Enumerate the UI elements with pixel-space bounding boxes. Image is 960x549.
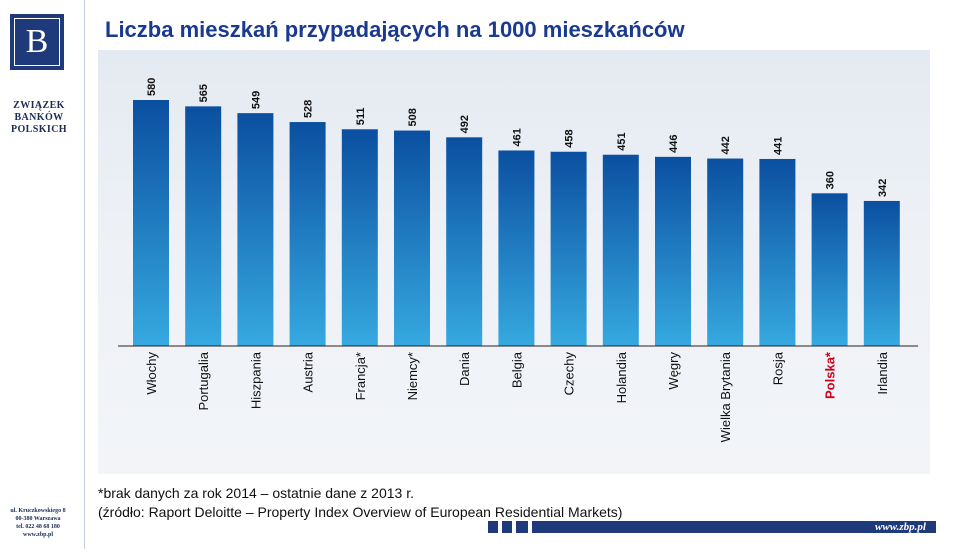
bar-10 bbox=[655, 156, 691, 346]
bar-5 bbox=[394, 130, 430, 346]
value-label-9: 451 bbox=[616, 132, 628, 150]
value-label-8: 458 bbox=[564, 129, 576, 147]
category-label-2: Hiszpania bbox=[248, 351, 263, 409]
category-label-13: Polska* bbox=[823, 351, 838, 399]
category-label-7: Belgia bbox=[509, 351, 524, 388]
category-label-11: Wielka Brytania bbox=[718, 351, 733, 442]
category-label-0: Włochy bbox=[144, 352, 159, 395]
sidebar: B ZWIĄZEK BANKÓW POLSKICH ul. Kruczkowsk… bbox=[0, 0, 80, 549]
bar-3 bbox=[289, 122, 326, 346]
footer-bar-segment bbox=[488, 521, 498, 533]
address-line-4: www.zbp.pl bbox=[22, 532, 53, 538]
value-label-6: 492 bbox=[459, 115, 471, 133]
zbp-logo: B bbox=[10, 14, 64, 70]
address-line-3: tel. 022 48 68 180 bbox=[16, 524, 60, 530]
value-label-5: 508 bbox=[407, 108, 419, 126]
address-line-2: 00-380 Warszawa bbox=[15, 516, 61, 522]
bar-4 bbox=[341, 129, 378, 346]
value-label-13: 360 bbox=[825, 171, 837, 189]
org-name-line-3: POLSKICH bbox=[11, 124, 67, 135]
org-name: ZWIĄZEK BANKÓW POLSKICH bbox=[6, 100, 72, 136]
category-label-9: Holandia bbox=[614, 351, 629, 403]
org-address: ul. Kruczkowskiego 8 00-380 Warszawa tel… bbox=[2, 507, 74, 539]
sidebar-divider bbox=[84, 0, 85, 549]
footnote-missing-data: *brak danych za rok 2014 – ostatnie dane… bbox=[98, 485, 414, 501]
footnotes: *brak danych za rok 2014 – ostatnie dane… bbox=[98, 484, 798, 522]
value-label-10: 446 bbox=[668, 134, 680, 152]
value-label-11: 442 bbox=[720, 136, 732, 154]
bar-14 bbox=[863, 200, 900, 346]
bar-9 bbox=[602, 154, 639, 346]
value-label-12: 441 bbox=[772, 137, 784, 155]
value-label-14: 342 bbox=[877, 179, 889, 197]
category-label-14: Irlandia bbox=[875, 351, 890, 394]
category-label-1: Portugalia bbox=[196, 351, 211, 410]
footer-bar-segment bbox=[502, 521, 512, 533]
bar-8 bbox=[550, 151, 587, 346]
value-label-4: 511 bbox=[355, 108, 367, 126]
footer-bar: www.zbp.pl bbox=[488, 521, 936, 533]
category-label-6: Dania bbox=[457, 351, 472, 386]
category-label-5: Niemcy* bbox=[405, 352, 420, 400]
footer-bar-segment bbox=[516, 521, 528, 533]
bar-0 bbox=[133, 100, 169, 346]
bar-2 bbox=[237, 113, 274, 346]
category-label-8: Czechy bbox=[562, 352, 577, 396]
slide-title: Liczba mieszkań przypadających na 1000 m… bbox=[105, 17, 685, 42]
value-label-7: 461 bbox=[511, 128, 523, 146]
bar-11 bbox=[707, 158, 744, 346]
org-name-line-2: BANKÓW bbox=[14, 112, 64, 123]
logo-letter: B bbox=[14, 18, 60, 66]
category-label-10: Węgry bbox=[666, 352, 681, 390]
org-name-line-1: ZWIĄZEK bbox=[13, 100, 65, 111]
value-label-3: 528 bbox=[303, 100, 315, 118]
category-label-4: Francja* bbox=[353, 352, 368, 400]
chart-panel: 580 Włochy 565 Portugalia 549 Hiszpania 528 Aus… bbox=[98, 50, 930, 474]
footer-url: www.zbp.pl bbox=[875, 521, 926, 533]
value-label-0: 580 bbox=[146, 78, 158, 96]
footnote-source: (źródło: Raport Deloitte – Property Inde… bbox=[98, 504, 623, 520]
bar-13 bbox=[811, 193, 848, 346]
bar-1 bbox=[185, 106, 222, 347]
address-line-1: ul. Kruczkowskiego 8 bbox=[10, 508, 66, 514]
bar-12 bbox=[759, 158, 796, 346]
category-label-12: Rosja bbox=[770, 351, 785, 385]
category-label-3: Austria bbox=[301, 351, 316, 392]
bar-6 bbox=[446, 137, 483, 346]
bar-7 bbox=[498, 150, 535, 346]
value-label-1: 565 bbox=[198, 84, 210, 102]
bar-chart: 580 Włochy 565 Portugalia 549 Hiszpania 528 Aus… bbox=[118, 78, 918, 442]
footer-bar-segment bbox=[532, 521, 936, 533]
value-label-2: 549 bbox=[250, 91, 262, 109]
